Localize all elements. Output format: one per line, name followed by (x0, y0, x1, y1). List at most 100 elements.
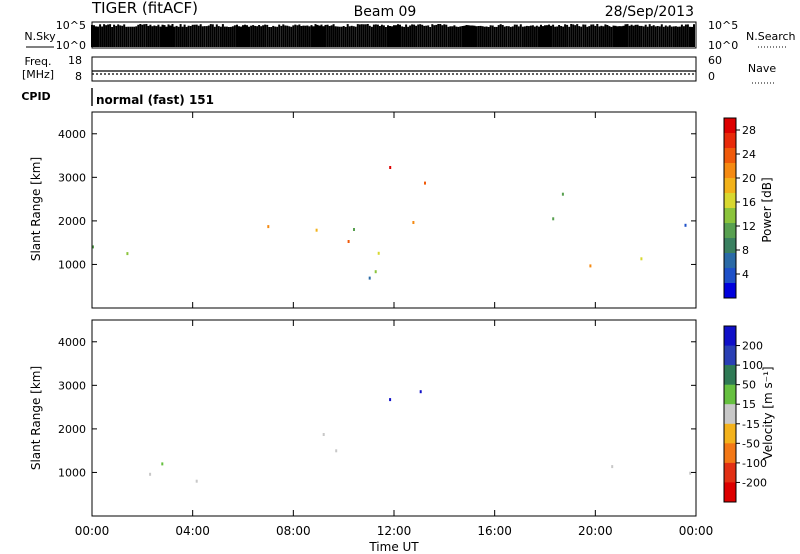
freq-label: Freq. (24, 55, 51, 68)
velocity-ylabel: Slant Range [km] (29, 366, 43, 470)
range-cell (126, 252, 129, 256)
velocity-axes: 1000 2000 3000 4000 00:00 04:00 08:00 12:00 16:0… (58, 320, 713, 538)
x-tick-label: 00:00 (75, 524, 110, 538)
range-cell (374, 270, 377, 274)
colorbar-swatch (724, 253, 736, 269)
power-panel: 1000 2000 3000 4000 Slant Range [km] (29, 111, 697, 309)
colorbar-swatch (724, 238, 736, 254)
colorbar-tick-label: 200 (742, 340, 763, 353)
freq-panel: Freq. [MHz] 18 8 60 0 Nave (22, 54, 776, 84)
y-tick-label: 3000 (58, 379, 86, 392)
colorbar-tick-label: 12 (742, 220, 756, 233)
colorbar-swatch (724, 482, 736, 503)
nsky-right-tick-bottom: 10^0 (708, 39, 738, 52)
x-tick-label: 12:00 (377, 524, 412, 538)
range-cell (589, 264, 592, 268)
radar-title: TIGER (fitACF) (91, 0, 198, 17)
range-cell (353, 228, 355, 231)
x-axis-label: Time UT (368, 540, 419, 554)
freq-unit: [MHz] (22, 68, 54, 81)
x-tick-label: 04:00 (175, 524, 210, 538)
colorbar-tick-label: 8 (742, 244, 749, 257)
range-cell (561, 192, 564, 196)
velocity-colorbar-label: Velocity [m s⁻¹] (761, 366, 775, 459)
nsky-data (91, 24, 695, 47)
y-tick-label: 1000 (58, 466, 86, 479)
range-cell (684, 223, 687, 227)
nsky-right-tick-top: 10^5 (708, 19, 738, 32)
colorbar-swatch (724, 208, 736, 224)
nsky-left-tick-bottom: 10^0 (56, 39, 86, 52)
colorbar-tick-label: 16 (742, 196, 756, 209)
range-cell (161, 462, 164, 466)
range-cell (92, 245, 94, 249)
range-cell (552, 217, 555, 221)
colorbar-tick-label: 15 (742, 398, 756, 411)
range-cell (322, 433, 325, 436)
colorbar-swatch (724, 118, 736, 134)
y-tick-label: 4000 (58, 128, 86, 141)
nave-label: Nave (748, 62, 776, 75)
colorbar-frame (723, 325, 737, 503)
power-data (92, 166, 687, 280)
nsky-label: N.Sky (24, 30, 56, 43)
cpid-panel: CPID normal (fast) 151 (21, 88, 214, 107)
y-tick-label: 2000 (58, 215, 86, 228)
beam-title: Beam 09 (354, 4, 417, 20)
colorbar-swatch (724, 404, 736, 425)
colorbar-swatch (724, 345, 736, 366)
colorbar-swatch (724, 178, 736, 194)
range-cell (149, 472, 152, 476)
velocity-colorbar: 200 100 50 15 -15 -50 -100 -200 (723, 325, 767, 503)
colorbar-swatch (724, 462, 736, 483)
range-cell (347, 240, 350, 243)
range-cell (335, 449, 338, 453)
colorbar-swatch (724, 163, 736, 179)
range-cell (389, 398, 392, 402)
colorbar-tick-label: 24 (742, 148, 756, 161)
y-tick-label: 4000 (58, 336, 86, 349)
nsky-panel: N.Sky 10^5 10^0 10^5 10^0 N.Search (24, 19, 795, 52)
colorbar-tick-label: 100 (742, 359, 763, 372)
range-cell (419, 390, 422, 394)
freq-left-tick-bottom: 8 (75, 70, 82, 83)
x-tick-label: 20:00 (578, 524, 613, 538)
cpid-label: CPID (21, 90, 50, 103)
date-title: 28/Sep/2013 (605, 4, 694, 20)
nave-right-tick-top: 60 (708, 54, 722, 67)
x-tick-label: 08:00 (276, 524, 311, 538)
colorbar-swatch (724, 365, 736, 386)
colorbar-tick-label: 20 (742, 172, 756, 185)
colorbar-swatch (724, 223, 736, 239)
y-tick-label: 1000 (58, 258, 86, 271)
colorbar-swatch (724, 326, 736, 347)
range-cell (315, 228, 318, 232)
colorbar-swatch (724, 384, 736, 405)
colorbar-swatch (724, 133, 736, 149)
freq-frame (91, 56, 697, 82)
nsearch-label: N.Search (746, 30, 796, 43)
range-cell (689, 471, 692, 475)
range-cell (640, 257, 643, 261)
velocity-frame (91, 319, 697, 517)
range-cell (377, 251, 380, 255)
range-cell (195, 479, 198, 483)
y-tick-label: 2000 (58, 423, 86, 436)
velocity-data (149, 390, 692, 483)
power-colorbar: 4 8 12 16 20 24 28 (723, 117, 756, 299)
colorbar-tick-label: -100 (742, 457, 767, 470)
freq-left-tick-top: 18 (68, 54, 82, 67)
y-tick-label: 3000 (58, 171, 86, 184)
x-tick-label: 16:00 (477, 524, 512, 538)
colorbar-tick-label: 28 (742, 124, 756, 137)
colorbar-tick-label: 50 (742, 379, 756, 392)
colorbar-tick-label: -50 (742, 437, 760, 450)
range-cell (267, 225, 270, 229)
range-cell (611, 465, 614, 469)
power-axes: 1000 2000 3000 4000 (58, 112, 697, 308)
nsky-left-tick-top: 10^5 (56, 19, 86, 32)
velocity-panel: 1000 2000 3000 4000 00:00 04:00 08:00 12:00 16:0… (29, 319, 713, 538)
nave-right-tick-bottom: 0 (708, 70, 715, 83)
colorbar-swatch (724, 423, 736, 444)
